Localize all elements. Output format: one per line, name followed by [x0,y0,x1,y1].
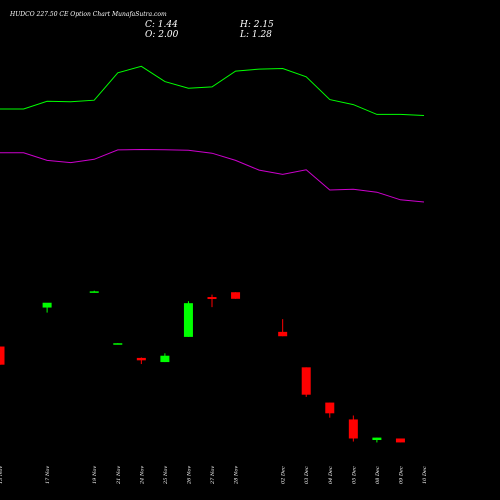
x-tick-label: 09 Dec [398,466,404,484]
green-line-series [0,65,425,116]
x-tick-label: 19 Nov [92,466,98,484]
x-tick-label: 08 Dec [375,466,381,484]
candle-body [113,343,123,345]
x-tick-label: 28 Nov [234,466,240,485]
candle-04-dec [325,402,335,418]
candle-02-dec [278,319,288,337]
x-tick-label: 10 Dec [422,466,428,484]
x-tick-label: 25 Nov [163,466,169,485]
low-value: L: 1.28 [240,30,272,40]
candle-body [42,302,52,308]
candle-body [301,367,311,395]
x-tick-label: 05 Dec [351,466,357,484]
candle-body [207,297,217,300]
candle-body [183,303,193,337]
candle-body [395,438,405,443]
x-tick-label: 13 Nov [0,466,4,484]
candle-03-dec [301,367,311,397]
candle-body [136,357,146,361]
x-tick-label: 03 Dec [304,466,310,484]
candle-08-dec [372,437,382,443]
candle-24-nov [136,357,146,365]
candle-body [348,419,358,439]
candle-13-nov [0,346,5,365]
x-tick-label: 24 Nov [139,466,145,485]
candle-body [89,291,99,293]
x-tick-label: 26 Nov [186,466,192,485]
candle-body [231,292,241,299]
x-tick-label: 17 Nov [45,466,51,484]
candle-17-nov [42,302,52,313]
x-tick-label: 02 Dec [281,466,287,484]
candle-25-nov [160,353,170,363]
chart-title: HUDCO 227.50 CE Option Chart MunafaSutra… [10,11,167,18]
candle-body [278,331,288,337]
candle-26-nov [183,301,193,337]
candle-21-nov [113,343,123,345]
close-value: C: 1.44 [145,20,178,30]
candle-28-nov [231,292,241,299]
x-tick-label: 21 Nov [116,466,122,485]
candle-body [325,402,335,414]
open-value: O: 2.00 [145,30,179,40]
candle-05-dec [348,415,358,442]
candle-19-nov [89,290,99,293]
candle-body [0,346,5,365]
high-value: H: 2.15 [240,20,274,30]
magenta-line-series [0,148,425,203]
candle-09-dec [395,438,405,443]
candle-27-nov [207,294,217,308]
x-tick-label: 27 Nov [210,466,216,485]
candle-body [160,355,170,363]
x-tick-label: 04 Dec [328,466,334,484]
candle-body [372,437,382,441]
